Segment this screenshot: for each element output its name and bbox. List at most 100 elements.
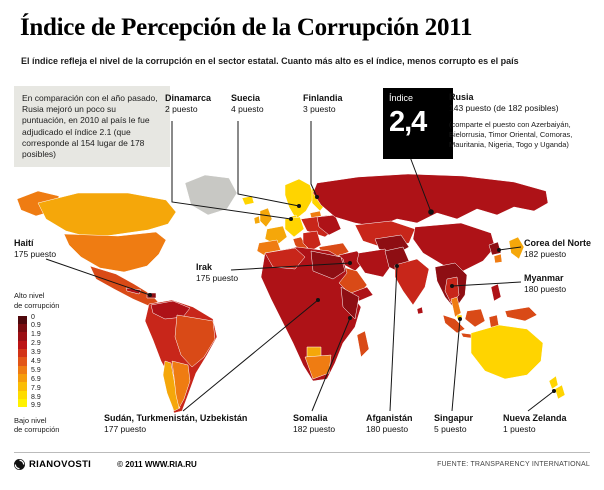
callout-rusia: Rusia 143 puesto (de 182 posibles) (comp… [449,92,589,150]
map-region-africa [260,246,362,382]
map-region-sri-lanka [416,306,424,315]
country-rank: 182 puesto [293,424,336,434]
map-region-greenland [184,174,238,216]
country-name: Haití [14,238,34,248]
map-region-libya-egypt [310,250,346,280]
callout-finlandia: Finlandia 3 puesto [303,93,343,114]
legend-low-label: Bajo nivel de corrupción [14,416,74,436]
callout-singapur: Singapur 5 puesto [434,413,473,434]
country-rank: 3 puesto [303,104,336,114]
legend-scale: 0 0.9 1.9 2.9 3.9 4.9 5.9 6.9 7.9 8.9 9.… [18,314,74,412]
map-region-northwest-africa [264,247,306,270]
legend: Alto nivel de corrupción 0 0.9 1.9 2.9 3… [14,291,74,435]
source-credit: FUENTE: TRANSPARENCY INTERNATIONAL [437,461,590,468]
map-region-belarus-ukraine [316,214,342,236]
connector-singapur [451,318,461,412]
map-region-china [412,222,496,272]
country-rank: 180 puesto [366,424,409,434]
copyright-text: © 2011 WWW.RIA.RU [117,460,197,469]
intro-note: En comparación con el año pasado, Rusia … [14,86,170,168]
map-region-usa [63,231,167,273]
legend-high-label-line1: Alto nivel [14,291,45,300]
brand-name: RIANOVOSTI [29,459,92,470]
map-region-germany-central-europe [284,216,305,238]
marker-sudan [316,298,320,302]
legend-tick: 0.9 [31,322,41,330]
legend-high-label-line2: de corrupción [14,300,60,310]
marker-iraq [348,261,352,265]
map-region-russia [312,173,549,228]
country-name: Suecia [231,93,261,103]
ria-novosti-logo-icon [14,459,25,470]
country-rank: 1 puesto [503,424,536,434]
callout-corea-del-norte: Corea del Norte 182 puesto [524,238,591,259]
country-rank: 175 puesto [14,249,57,259]
country-name: Singapur [434,413,474,423]
country-name: Dinamarca [165,93,212,103]
map-region-cuba [125,287,142,295]
legend-tick: 8.9 [31,393,41,401]
legend-tick: 2.9 [31,340,41,348]
country-rank: 143 puesto (de 182 posibles) [449,103,559,113]
marker-singapore [458,317,462,321]
map-region-new-zealand-south [554,384,566,400]
country-name: Somalia [293,413,328,423]
legend-tick: 4.9 [31,357,41,365]
country-name: Irak [196,262,213,272]
map-region-australia [470,324,544,380]
map-region-india [394,258,430,306]
map-region-chile [162,360,181,412]
country-name: Corea del Norte [524,238,592,248]
legend-tick: 1.9 [31,331,41,339]
map-region-argentina [171,360,191,409]
map-region-borneo [464,308,486,328]
map-region-south-korea [493,253,503,264]
legend-high-label: Alto nivel de corrupción [14,291,74,311]
map-region-south-africa [304,354,332,380]
connector-finlandia [310,121,318,198]
connector-irak [230,262,351,271]
connector-nueva-zelanda [527,390,555,412]
marker-denmark [289,217,293,221]
country-name: Rusia [449,92,474,102]
legend-tick: 7.9 [31,384,41,392]
country-rank: 2 puesto [165,104,198,114]
connector-myanmar [451,281,522,287]
marker-somalia [348,316,352,320]
country-rank: 182 puesto [524,249,567,259]
map-region-balkans-greece [302,230,322,252]
connector-somalia [311,317,351,412]
marker-afghanistan [395,264,399,268]
map-region-iceland [241,195,255,206]
connector-suecia [237,121,300,207]
map-region-north-korea [488,241,502,256]
map-region-canada [37,192,177,239]
country-name: Nueva Zelanda [503,413,567,423]
map-region-brazil [174,314,216,368]
marker-new-zealand [552,389,556,393]
connector-dinamarca [171,121,292,220]
map-region-ireland [253,215,261,225]
marker-myanmar [450,284,454,288]
map-region-iran [356,248,394,278]
index-value: 2,4 [389,106,427,138]
country-rank: 177 puesto [104,424,147,434]
map-region-botswana-namibia [306,346,322,358]
page-title: Índice de Percepción de la Corrupción 20… [20,14,473,41]
legend-tick: 3.9 [31,349,41,357]
country-name: Myanmar [524,273,564,283]
map-region-new-zealand-north [548,375,559,390]
russia-shared-rank-note: (comparte el puesto con Azerbaiyán, Biel… [449,120,573,150]
country-name: Afganistán [366,413,413,423]
callout-haiti: Haití 175 puesto [14,238,56,259]
legend-tick: 5.9 [31,366,41,374]
footer-divider [14,452,590,453]
connector-afganistan [389,265,398,412]
legend-gradient-bar [18,315,27,408]
country-name: Sudán, Turkmenistán, Uzbekistán [104,413,248,423]
footer: RIANOVOSTI © 2011 WWW.RIA.RU FUENTE: TRA… [14,459,590,470]
callout-afganistan: Afganistán 180 puesto [366,413,413,434]
index-badge: Índice 2,4 [383,88,453,159]
connector-indice-rusia [406,148,432,213]
